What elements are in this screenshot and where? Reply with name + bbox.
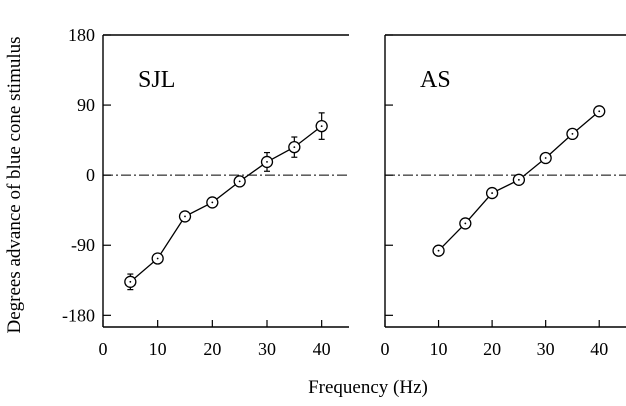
data-point-center [266,161,268,163]
x-tick-label: 20 [203,339,221,359]
data-point-center [437,249,440,252]
data-point-center [464,222,467,225]
x-axis-title: Frequency (Hz) [308,377,428,398]
data-point-center [156,257,159,260]
panel-label: SJL [138,67,175,93]
y-tick-label: 90 [77,95,95,115]
data-point-center [544,157,547,159]
data-point-center [320,125,323,128]
data-point-center [598,110,601,113]
panel-label: AS [420,67,451,93]
y-tick-label: -90 [71,235,95,255]
data-point-center [238,180,241,183]
data-point-center [571,132,574,135]
y-tick-label: 0 [86,165,95,185]
data-point-center [293,146,296,149]
y-tick-label: 180 [68,25,95,45]
x-tick-label: 10 [430,339,448,359]
data-point-center [211,201,214,204]
x-tick-label: 20 [483,339,501,359]
x-tick-label: 30 [258,339,276,359]
data-point-center [517,178,520,181]
y-axis-title: Degrees advance of blue cone stimulus [4,36,25,333]
x-tick-label: 30 [537,339,555,359]
data-point-center [491,192,494,194]
x-tick-label: 40 [590,339,608,359]
data-point-center [129,280,132,283]
data-point-center [184,215,186,218]
x-tick-label: 40 [313,339,331,359]
x-tick-label: 10 [149,339,167,359]
y-tick-label: -180 [62,305,95,325]
x-tick-label: 0 [381,339,390,359]
chart-panel-2: 0 10 20 30 40 AS [381,34,626,359]
x-tick-label: 0 [99,339,108,359]
